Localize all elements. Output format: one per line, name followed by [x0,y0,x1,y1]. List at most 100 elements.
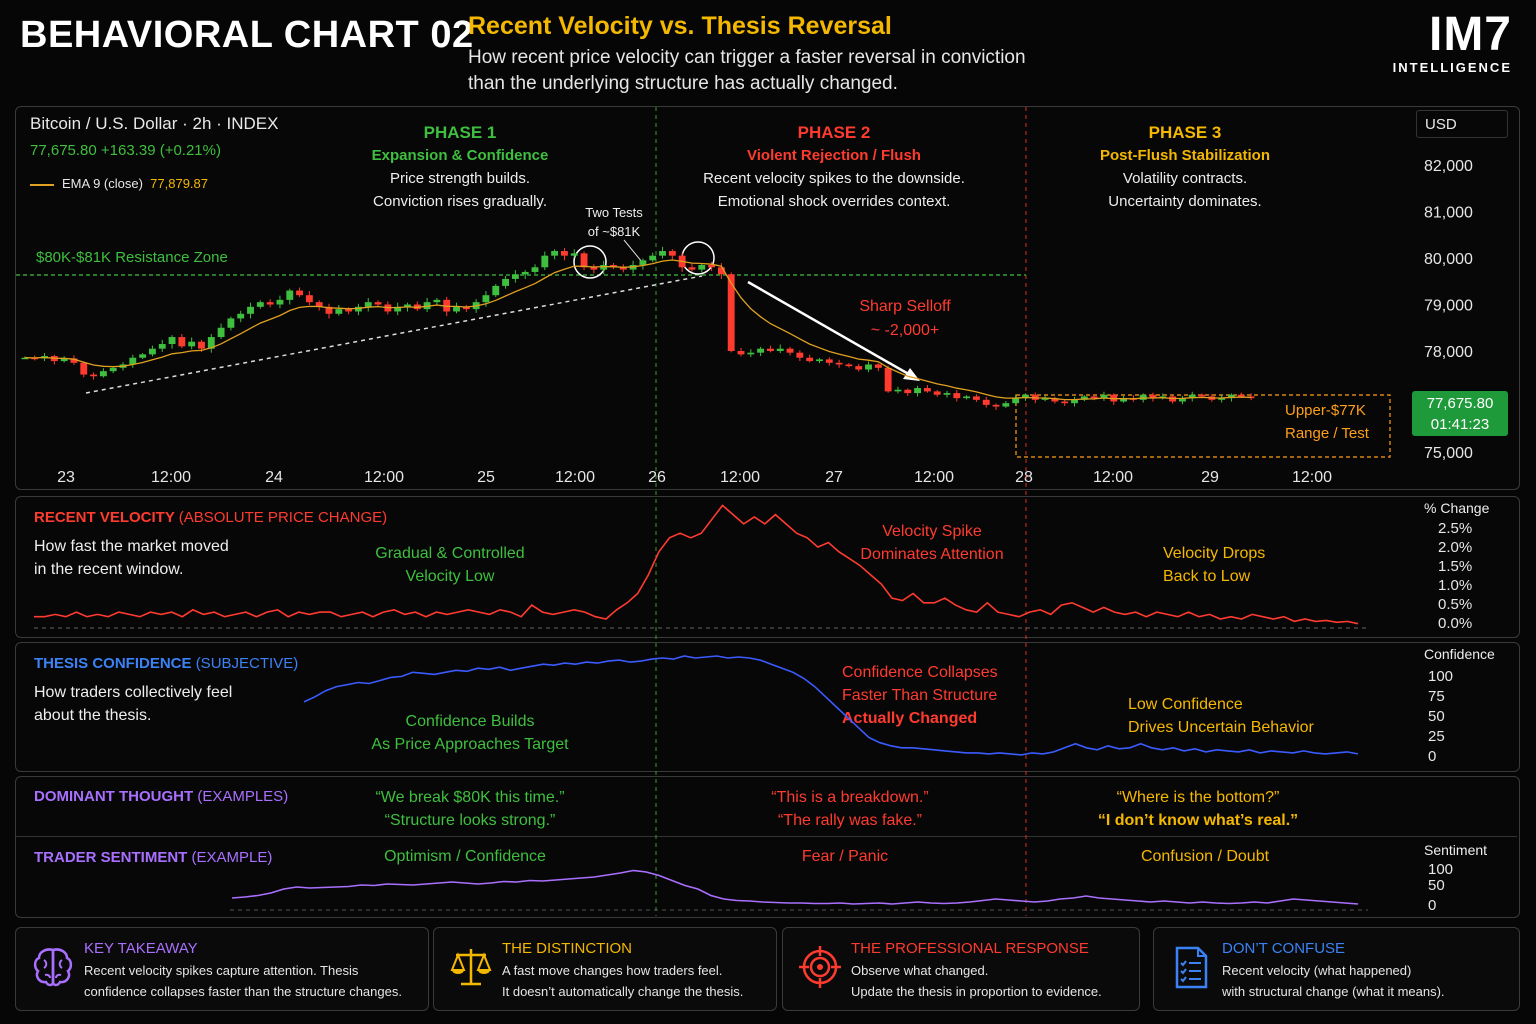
time-axis-tick: 28 [1015,469,1033,486]
candle-body [717,267,725,275]
velocity-note-3-line-2: Back to Low [1163,568,1251,585]
time-axis-tick: 12:00 [720,469,760,486]
confidence-title-main: THESIS CONFIDENCE [34,655,192,672]
time-axis-tick: 12:00 [1093,469,1133,486]
support-trendline [85,275,703,394]
candle-body [1022,394,1029,399]
thought-phase-3-line-1: “Where is the bottom?” [1116,789,1280,806]
time-axis-tick: 25 [477,469,495,486]
test-circle-2 [681,241,715,275]
confidence-axis-title: Confidence [1424,646,1495,662]
card-2-title: THE DISTINCTION [502,940,632,957]
phase-1-header: PHASE 1 Expansion & Confidence Price str… [340,121,580,213]
range-annotation: Upper-$77K Range / Test [1285,399,1369,445]
candle-body [992,404,1000,407]
candle-body [286,290,294,300]
thought-phase-1-line-1: “We break $80K this time.” [375,789,565,806]
time-axis-tick: 26 [648,469,666,486]
confidence-line-tick: 100 [1428,668,1453,685]
confidence-line [303,655,1359,756]
candle-body [551,251,559,256]
candle-body [433,299,441,303]
candle-body [109,367,117,372]
time-axis-tick: 12:00 [151,469,191,486]
candle-body [502,278,510,286]
card-4-title: DON’T CONFUSE [1222,940,1346,957]
time-axis-tick: 23 [57,469,75,486]
selloff-annotation: Sharp Selloff ~ -2,000+ [840,295,970,343]
candle-body [129,357,137,365]
confidence-line-tick: 75 [1428,688,1445,705]
velocity-axis-title: % Change [1424,500,1490,516]
candle-body [1237,394,1245,397]
candle-body [296,290,304,296]
candle-body [345,309,353,312]
candle-body [747,352,755,355]
currency-label: USD [1416,110,1508,138]
candle-body [462,306,470,310]
candle-body [158,344,166,349]
candle-body [198,341,205,349]
velocity-title-suffix: (ABSOLUTE PRICE CHANGE) [178,509,388,526]
candle-body [541,255,549,268]
time-axis-tick: 12:00 [555,469,595,486]
candle-body [178,337,186,347]
candle-body [60,358,68,362]
phase-3-subtitle: Post-Flush Stabilization [1099,147,1270,164]
candle-body [1120,398,1128,402]
ema-label: EMA 9 (close) [62,176,143,191]
sentiment-axis-title: Sentiment [1424,842,1488,858]
time-axis-tick: 29 [1201,469,1219,486]
candle-body [148,348,156,355]
candle-body [1071,399,1078,404]
velocity-note-1-line-1: Gradual & Controlled [375,545,525,562]
card-distinction: THE DISTINCTION A fast move changes how … [433,927,777,1011]
card-key-takeaway: KEY TAKEAWAY Recent velocity spikes capt… [15,927,429,1011]
thought-phase-3: “Where is the bottom?” “I don’t know wha… [1068,786,1328,832]
candle-body [972,396,980,400]
velocity-line-tick: 1.5% [1438,558,1472,575]
candle-body [374,302,382,305]
checklist-icon [1175,946,1208,989]
candle-body [982,399,990,405]
price-badge-value: 77,675.80 [1426,395,1494,412]
candle-body [1178,398,1186,402]
candle-body [305,295,313,303]
range-line-1: Upper-$77K [1285,402,1366,419]
candle-body [943,393,951,395]
candle-body [21,357,29,360]
candle-body [835,362,843,365]
candle-body [1090,396,1098,399]
confidence-note-1: Confidence Builds As Price Approaches Ta… [365,710,575,756]
phase-1-subtitle: Expansion & Confidence [371,147,549,164]
time-axis-tick: 12:00 [1292,469,1332,486]
confidence-note-2-line-2: Faster Than Structure [842,687,998,704]
velocity-note-3-line-1: Velocity Drops [1163,545,1266,562]
sentiment-phase-2: Fear / Panic [801,848,889,865]
price-axis-tick: 80,000 [1424,251,1473,268]
sentiment-title: TRADER SENTIMENT (EXAMPLE) [34,849,272,866]
candle-body [963,396,971,399]
phase-2-line-1: Recent velocity spikes to the downside. [703,170,965,187]
velocity-title-main: RECENT VELOCITY [34,509,175,526]
candle-body [845,364,853,367]
test-circle-1 [573,245,607,279]
card-professional-response: THE PROFESSIONAL RESPONSE Observe what c… [782,927,1140,1011]
candle-body [188,341,196,347]
brain-icon [33,948,73,987]
candle-body [1100,394,1108,399]
phase-1-line-1: Price strength builds. [389,170,531,187]
last-price-line: 77,675.80 +163.39 (+0.21%) [30,142,221,159]
candle-body [914,388,922,394]
velocity-line-tick: 2.5% [1438,520,1472,537]
candle-body [865,364,872,370]
time-axis-tick: 24 [265,469,283,486]
candle-body [511,274,519,279]
confidence-title-suffix: (SUBJECTIVE) [195,655,299,672]
candle-body [874,364,882,368]
card-1-line-2: confidence collapses faster than the str… [84,984,402,999]
card-2-line-1: A fast move changes how traders feel. [502,963,723,978]
price-axis-tick: 82,000 [1424,158,1473,175]
candle-body [600,264,608,270]
candle-body [776,348,784,351]
